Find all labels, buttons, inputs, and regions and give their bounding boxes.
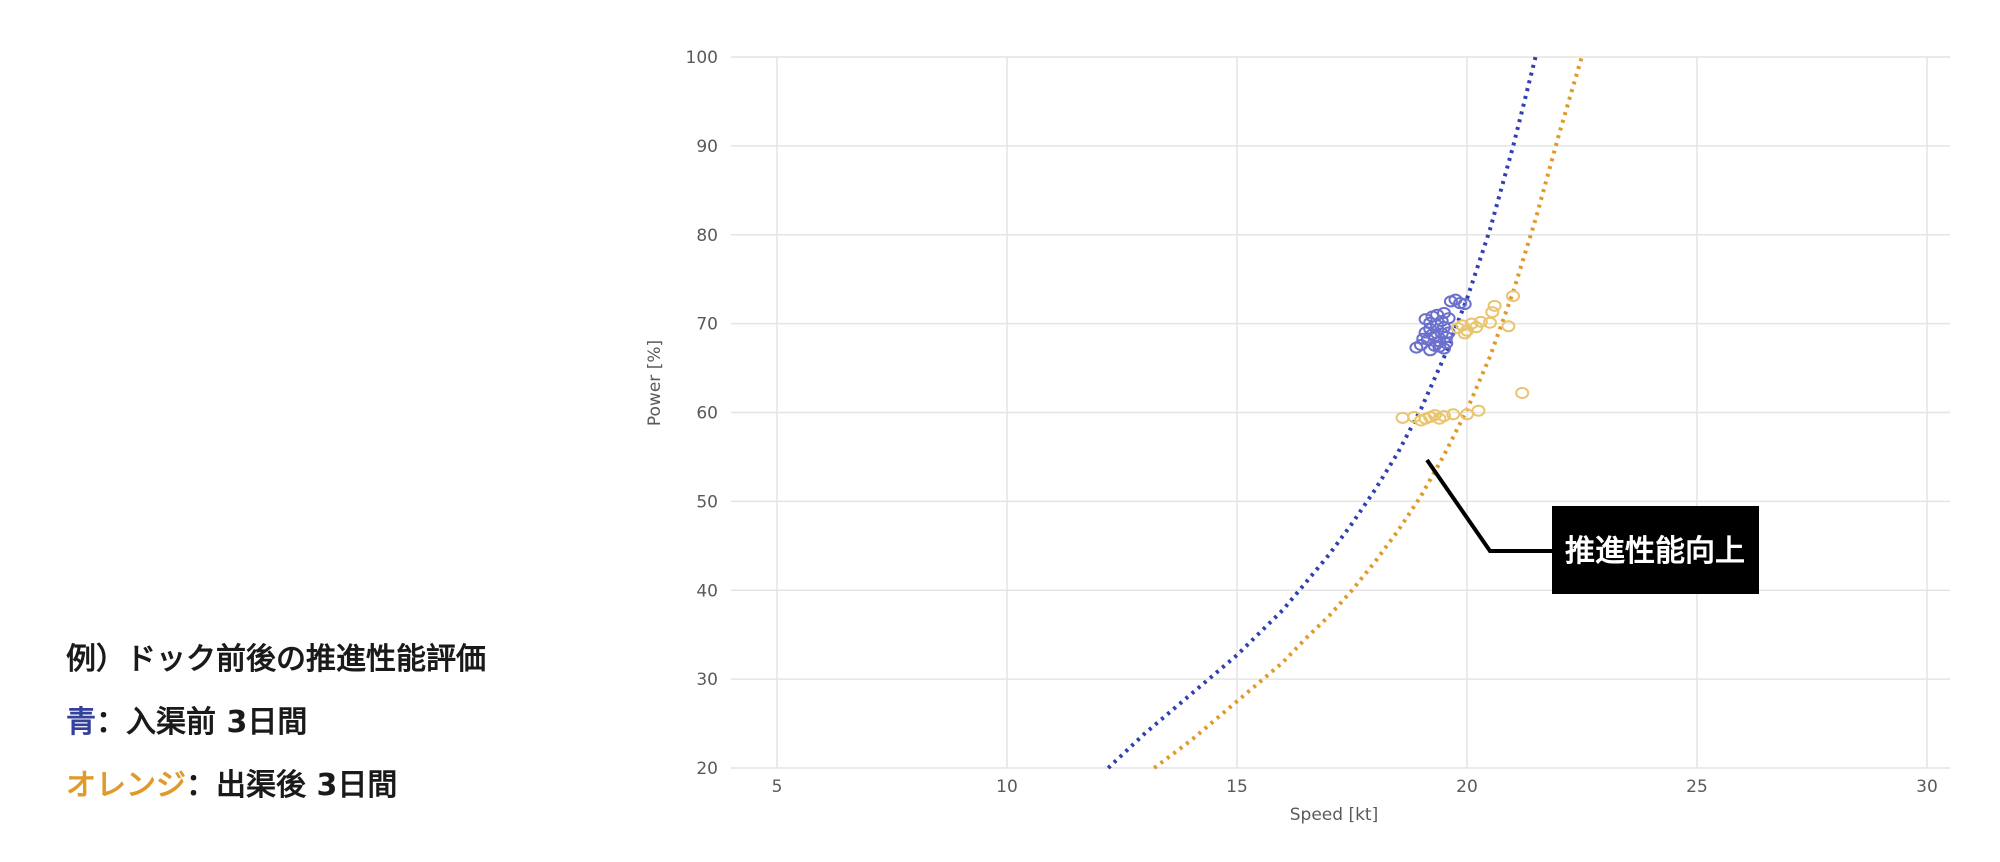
- caption-blue-desc: ：入渠前 3日間: [96, 705, 308, 740]
- data-point: [1395, 411, 1410, 424]
- x-tick-label: 20: [1456, 777, 1478, 797]
- data-point: [1515, 386, 1530, 399]
- annotation-box: [1552, 506, 1759, 594]
- data-point: [1441, 312, 1456, 325]
- y-tick-label: 80: [696, 226, 718, 246]
- caption: 例）ドック前後の推進性能評価 青：入渠前 3日間 オレンジ：出渠後 3日間: [66, 640, 626, 829]
- x-tick-label: 5: [772, 777, 783, 797]
- x-tick-label: 25: [1686, 777, 1708, 797]
- data-point: [1425, 328, 1440, 341]
- fit-curves: [1106, 54, 1584, 770]
- annotation: 推進性能向上: [1425, 458, 1759, 594]
- data-points: [1395, 290, 1530, 427]
- caption-blue-word: 青: [66, 705, 96, 740]
- data-point: [1464, 317, 1479, 330]
- x-tick-label: 30: [1916, 777, 1938, 797]
- x-tick-label: 15: [1226, 777, 1248, 797]
- x-axis-ticks: 5 10 15 20 25 30: [772, 777, 1938, 797]
- data-point: [1487, 299, 1502, 312]
- data-point: [1473, 315, 1488, 328]
- y-tick-label: 20: [696, 759, 718, 779]
- data-point: [1437, 410, 1451, 423]
- y-axis-ticks: 20 30 40 50 60 70 80 90 100: [686, 48, 718, 779]
- annotation-pointer: [1425, 458, 1552, 553]
- x-tick-label: 10: [996, 777, 1018, 797]
- data-point: [1485, 306, 1500, 319]
- data-point: [1446, 408, 1461, 421]
- fit-curve-line: [1152, 55, 1584, 770]
- y-tick-label: 30: [696, 670, 718, 690]
- data-point: [1501, 320, 1516, 333]
- y-tick-label: 70: [696, 315, 718, 335]
- x-axis-label: Speed [kt]: [1290, 805, 1378, 825]
- caption-orange-word: オレンジ: [66, 768, 186, 803]
- caption-title: 例）ドック前後の推進性能評価: [66, 642, 486, 677]
- data-point: [1457, 298, 1472, 311]
- y-tick-label: 50: [696, 492, 718, 512]
- annotation-label: 推進性能向上: [1565, 534, 1745, 569]
- y-axis-label: Power [%]: [645, 340, 665, 426]
- data-point: [1418, 313, 1433, 326]
- y-tick-label: 60: [696, 404, 718, 424]
- caption-blue-legend: 青：入渠前 3日間: [66, 703, 626, 743]
- grid: [731, 56, 1950, 769]
- data-point: [1506, 290, 1520, 303]
- caption-orange-legend: オレンジ：出渠後 3日間: [66, 766, 626, 806]
- data-point: [1423, 344, 1438, 357]
- y-tick-label: 100: [686, 48, 718, 68]
- data-point: [1457, 327, 1472, 340]
- data-point: [1471, 404, 1486, 417]
- caption-orange-desc: ：出渠後 3日間: [186, 768, 398, 803]
- y-tick-label: 40: [696, 581, 718, 601]
- data-point: [1427, 409, 1442, 422]
- data-point: [1437, 342, 1451, 355]
- y-tick-label: 90: [696, 137, 718, 157]
